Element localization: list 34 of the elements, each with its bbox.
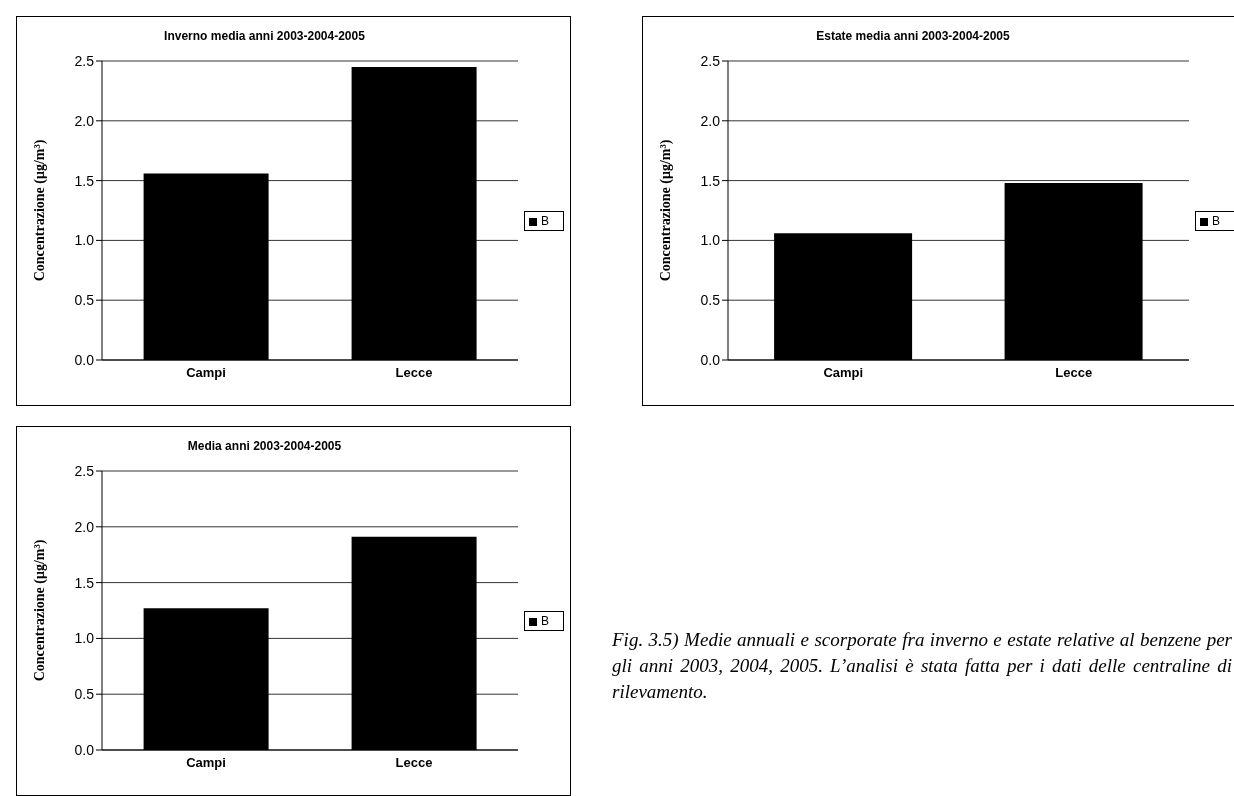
y-tick-label: 0.0 xyxy=(74,351,95,368)
x-tick-label: Campi xyxy=(186,365,226,381)
y-tick-label: 2.0 xyxy=(700,112,721,129)
y-tick-label: 2.0 xyxy=(74,112,95,129)
y-axis-title: Concentrazione (μg/m³) xyxy=(657,139,674,282)
y-axis-title: Concentrazione (μg/m³) xyxy=(31,539,48,682)
legend-label: B xyxy=(540,614,549,628)
y-tick-label: 1.5 xyxy=(74,172,95,189)
y-tick-label: 2.0 xyxy=(74,518,95,535)
y-tick-label: 0.5 xyxy=(74,292,95,309)
y-tick-label: 2.5 xyxy=(74,52,95,69)
y-tick-label: 1.0 xyxy=(74,630,95,647)
y-tick-label: 1.0 xyxy=(74,232,95,249)
y-tick-label: 1.0 xyxy=(700,232,721,249)
y-tick-label: 2.5 xyxy=(700,52,721,69)
y-tick-label: 0.5 xyxy=(700,292,721,309)
caption: Fig. 3.5) Medie annuali e scorporate fra inverno e estate relative al benzene per gli anni 2003, 2004, 2005. L’analisi è stata fatta per i dati delle centraline di rilevamento. xyxy=(612,628,1232,704)
x-tick-label: Lecce xyxy=(395,755,433,771)
chart-title: Inverno media anni 2003-2004-2005 xyxy=(163,29,366,43)
chart-title: Estate media anni 2003-2004-2005 xyxy=(815,29,1011,43)
y-axis-title: Concentrazione (μg/m³) xyxy=(31,139,48,282)
legend-label: B xyxy=(1211,214,1220,228)
y-tick-label: 1.5 xyxy=(700,172,721,189)
x-tick-label: Campi xyxy=(823,365,864,381)
y-tick-label: 1.5 xyxy=(74,574,95,591)
x-tick-label: Campi xyxy=(186,755,226,771)
y-tick-label: 0.5 xyxy=(74,686,95,703)
y-tick-label: 0.0 xyxy=(700,351,721,368)
chart-title: Media anni 2003-2004-2005 xyxy=(186,439,343,453)
x-tick-label: Lecce xyxy=(395,365,433,381)
y-tick-label: 2.5 xyxy=(74,462,95,479)
y-tick-label: 0.0 xyxy=(74,741,95,758)
legend-label: B xyxy=(540,214,549,228)
x-tick-label: Lecce xyxy=(1055,365,1093,381)
